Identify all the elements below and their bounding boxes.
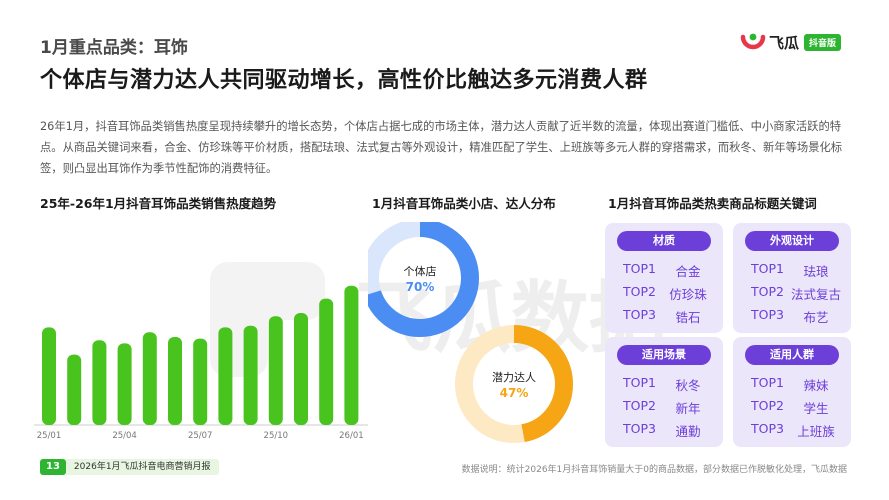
donut-label: 个体店 bbox=[404, 264, 437, 278]
keyword-panel-design: 外观设计 TOP1 珐琅 TOP2 法式复古 TOP3 布艺 bbox=[733, 223, 851, 333]
keyword-rank: TOP2 bbox=[751, 284, 784, 299]
store-influencer-donut-chart: 个体店 70% 潜力达人 47% bbox=[368, 222, 573, 443]
bar-25/09 bbox=[243, 325, 258, 425]
keyword-panel-title: 适用人群 bbox=[745, 345, 839, 365]
keyword-word: 法式复古 bbox=[790, 287, 841, 302]
donut-label: 潜力达人 bbox=[492, 370, 536, 384]
bar-25/12 bbox=[319, 298, 334, 425]
x-tick-label: 25/07 bbox=[188, 431, 213, 441]
keyword-row: TOP2 仿珍珠 bbox=[623, 284, 715, 303]
keyword-row: TOP3 上班族 bbox=[751, 421, 843, 440]
keyword-word: 珐琅 bbox=[803, 264, 829, 279]
donut-1: 潜力达人 47% bbox=[455, 325, 573, 443]
keyword-word: 学生 bbox=[803, 401, 829, 416]
headline: 个体店与潜力达人共同驱动增长，高性价比触达多元消费人群 bbox=[40, 68, 648, 93]
keyword-row: TOP1 合金 bbox=[623, 261, 715, 280]
donut-segment bbox=[368, 222, 479, 337]
bar-25/06 bbox=[168, 337, 182, 425]
bar-25/01 bbox=[42, 327, 56, 425]
sales-trend-bar-chart: 25/01 25/04 25/07 25/10 26/01 bbox=[34, 285, 368, 441]
report-name: 2026年1月飞瓜抖音电商营销月报 bbox=[65, 459, 219, 475]
logo-name: 飞瓜 bbox=[769, 33, 800, 52]
keyword-word: 合金 bbox=[675, 264, 701, 279]
donut-value: 47% bbox=[500, 386, 529, 400]
keyword-word: 仿珍珠 bbox=[669, 287, 707, 302]
page-number: 13 bbox=[40, 459, 66, 475]
x-tick-label: 25/10 bbox=[264, 431, 289, 441]
keyword-rank: TOP1 bbox=[751, 375, 784, 390]
footer-badge: 13 2026年1月飞瓜抖音电商营销月报 bbox=[40, 459, 219, 475]
source-note: 数据说明：统计2026年1月抖音耳饰销量大于0的商品数据，部分数据已作脱敏化处理… bbox=[461, 465, 847, 475]
keyword-row: TOP1 秋冬 bbox=[623, 375, 715, 394]
bar-25/07 bbox=[193, 338, 208, 425]
keyword-row: TOP1 辣妹 bbox=[751, 375, 843, 394]
keyword-rank: TOP2 bbox=[623, 284, 656, 299]
keyword-section-title: 1月抖音耳饰品类热卖商品标题关键词 bbox=[608, 196, 817, 211]
keyword-row: TOP3 锆石 bbox=[623, 307, 715, 326]
keyword-row: TOP2 新年 bbox=[623, 398, 715, 417]
keyword-rank: TOP1 bbox=[623, 375, 656, 390]
keyword-panel-audience: 适用人群 TOP1 辣妹 TOP2 学生 TOP3 上班族 bbox=[733, 337, 851, 447]
keyword-word: 秋冬 bbox=[675, 378, 701, 393]
logo-badge: 抖音版 bbox=[804, 33, 842, 51]
keyword-rank: TOP3 bbox=[623, 421, 656, 436]
donut-value: 70% bbox=[406, 280, 435, 294]
keyword-word: 上班族 bbox=[797, 424, 835, 439]
keyword-row: TOP2 学生 bbox=[751, 398, 843, 417]
x-tick-label: 25/04 bbox=[112, 431, 137, 441]
bar-25/10 bbox=[268, 316, 283, 425]
keyword-rank: TOP1 bbox=[751, 261, 784, 276]
keyword-rank: TOP1 bbox=[623, 261, 656, 276]
keyword-panel-title: 外观设计 bbox=[745, 231, 839, 251]
bar-25/03 bbox=[92, 340, 107, 425]
keyword-word: 锆石 bbox=[675, 310, 701, 325]
keyword-row: TOP1 珐琅 bbox=[751, 261, 843, 280]
keyword-word: 新年 bbox=[675, 401, 701, 416]
bar-25/05 bbox=[142, 332, 157, 425]
donut-segment bbox=[455, 325, 573, 443]
keyword-word: 通勤 bbox=[675, 424, 701, 439]
keyword-rank: TOP3 bbox=[751, 421, 784, 436]
bar-25/11 bbox=[294, 313, 308, 425]
distribution-chart-title: 1月抖音耳饰品类小店、达人分布 bbox=[372, 196, 556, 211]
keyword-word: 辣妹 bbox=[803, 378, 829, 393]
feigua-logo: 飞瓜 抖音版 bbox=[740, 30, 842, 54]
x-tick-label: 26/01 bbox=[339, 431, 364, 441]
keyword-row: TOP2 法式复古 bbox=[751, 284, 843, 303]
keyword-rank: TOP2 bbox=[623, 398, 656, 413]
intro-paragraph: 26年1月，抖音耳饰品类销售热度呈现持续攀升的增长态势，个体店占据七成的市场主体… bbox=[40, 120, 843, 175]
keyword-word: 布艺 bbox=[803, 310, 829, 325]
keyword-row: TOP3 通勤 bbox=[623, 421, 715, 440]
bar-25/02 bbox=[67, 354, 82, 425]
keyword-panel-material: 材质 TOP1 合金 TOP2 仿珍珠 TOP3 锆石 bbox=[605, 223, 723, 333]
keyword-panel-title: 适用场景 bbox=[617, 345, 711, 365]
donut-0: 个体店 70% bbox=[368, 222, 479, 337]
feigua-logo-icon bbox=[740, 33, 766, 50]
keyword-row: TOP3 布艺 bbox=[751, 307, 843, 326]
keyword-panel-scenario: 适用场景 TOP1 秋冬 TOP2 新年 TOP3 通勤 bbox=[605, 337, 723, 447]
x-tick-label: 25/01 bbox=[37, 431, 62, 441]
bar-26/01 bbox=[344, 285, 359, 425]
bar-25/04 bbox=[117, 343, 132, 425]
keyword-panel-title: 材质 bbox=[617, 231, 711, 251]
keyword-rank: TOP3 bbox=[751, 307, 784, 322]
trend-chart-title: 25年-26年1月抖音耳饰品类销售热度趋势 bbox=[40, 196, 277, 211]
category-title: 1月重点品类：耳饰 bbox=[40, 38, 188, 58]
keyword-rank: TOP2 bbox=[751, 398, 784, 413]
bar-25/08 bbox=[218, 327, 233, 425]
keyword-rank: TOP3 bbox=[623, 307, 656, 322]
